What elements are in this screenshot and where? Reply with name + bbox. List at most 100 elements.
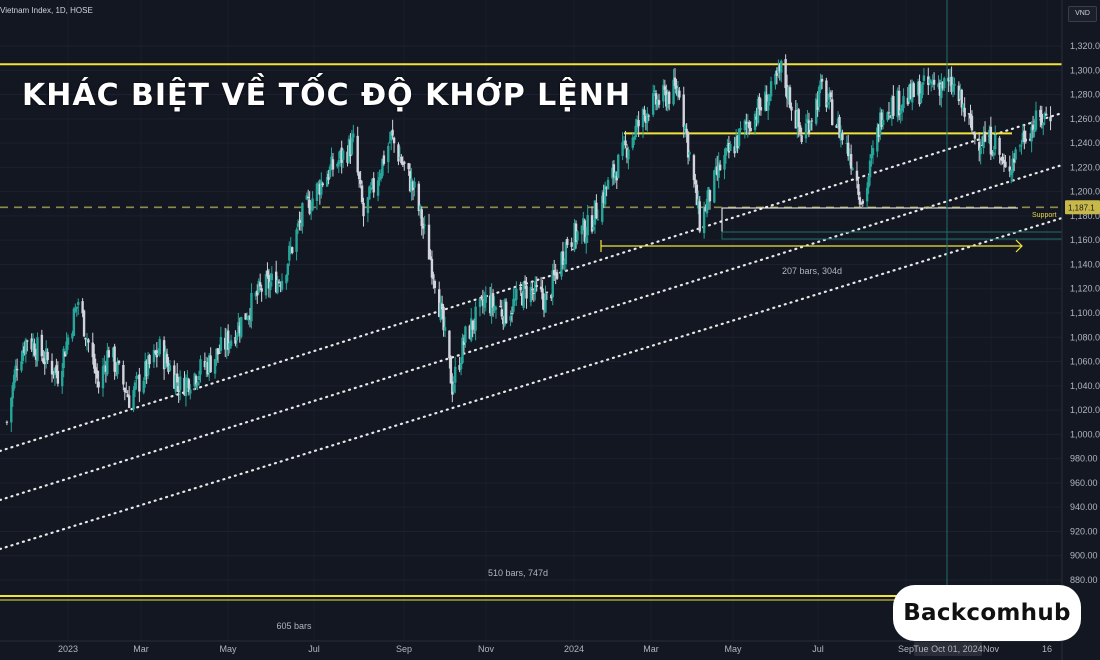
candle-body — [481, 299, 485, 306]
candle-body — [72, 308, 76, 336]
candle-body — [929, 81, 933, 83]
candle-body — [55, 365, 58, 374]
candle-body — [503, 299, 506, 326]
candle-body — [173, 365, 176, 389]
x-tick-label: Nov — [983, 644, 1000, 654]
candle-body — [439, 302, 442, 321]
candle-body — [248, 315, 252, 320]
candle-body — [590, 215, 594, 232]
price-marker-box — [1065, 200, 1100, 215]
candle-body — [11, 385, 14, 399]
candle-body — [132, 390, 135, 410]
candle-body — [152, 349, 156, 363]
candle-body — [186, 377, 189, 381]
candle-body — [662, 84, 665, 102]
candle-body — [806, 119, 809, 123]
candle-body — [471, 320, 474, 330]
candle-body — [908, 84, 911, 102]
candle-body — [627, 149, 630, 160]
candle-body — [704, 206, 707, 212]
candle-body — [870, 153, 873, 159]
price-marker-text: 1,187.1 — [1068, 203, 1095, 212]
candle-body — [880, 112, 883, 127]
candle-body — [356, 135, 359, 173]
candle-body — [999, 157, 1003, 161]
candle-body — [948, 77, 952, 81]
candle-body — [1049, 116, 1052, 122]
candle-body — [21, 349, 25, 361]
candle-body — [296, 223, 300, 227]
candle-body — [12, 374, 16, 389]
candle-body — [378, 177, 381, 180]
candle-body — [673, 77, 677, 86]
candle-body — [839, 132, 843, 141]
candle-body — [960, 89, 963, 108]
candle-body — [576, 231, 579, 241]
candle-body — [858, 197, 862, 205]
y-tick-label: 920.00 — [1070, 526, 1098, 536]
candle-body — [541, 288, 544, 300]
candle-body — [718, 164, 722, 171]
candle-body — [787, 86, 790, 101]
candle-body — [899, 110, 902, 114]
candle-body — [928, 79, 931, 84]
currency-button[interactable]: VND — [1068, 6, 1097, 22]
x-tick-label: Mar — [133, 644, 149, 654]
candle-body — [665, 90, 668, 107]
x-tick-label: Jul — [812, 644, 824, 654]
candle-body — [867, 176, 870, 188]
candle-body — [143, 361, 147, 380]
candle-body — [815, 98, 818, 124]
candle-body — [973, 133, 977, 139]
candle-body — [860, 202, 863, 205]
candle-body — [902, 96, 905, 109]
candle-body — [729, 143, 732, 151]
candle-body — [199, 359, 202, 375]
candle-body — [158, 339, 161, 355]
candle-body — [244, 313, 247, 320]
candle-body — [1039, 109, 1042, 118]
candle-body — [1011, 158, 1014, 173]
candle-body — [644, 115, 648, 123]
y-tick-label: 1,320.00 — [1070, 41, 1100, 51]
candle-body — [135, 376, 138, 380]
candle-body — [535, 284, 538, 287]
candle-body — [330, 156, 333, 170]
candle-body — [327, 173, 330, 180]
candle-body — [931, 82, 934, 85]
candle-body — [580, 225, 584, 235]
candle-body — [593, 200, 597, 225]
y-tick-label: 1,240.00 — [1070, 138, 1100, 148]
candle-body — [104, 365, 108, 372]
y-tick-label: 960.00 — [1070, 478, 1098, 488]
candle-body — [238, 325, 241, 334]
candle-body — [539, 286, 543, 290]
candle-body — [774, 73, 777, 85]
candle-body — [804, 123, 808, 139]
measure-label-3: 605 bars — [276, 621, 312, 631]
candle-body — [847, 142, 850, 157]
candle-body — [407, 163, 410, 170]
candle-body — [831, 99, 834, 126]
candle-body — [31, 341, 35, 351]
candle-body — [483, 300, 486, 308]
candle-body — [264, 274, 268, 296]
candle-body — [379, 173, 383, 180]
candle-body — [389, 131, 393, 141]
candle-body — [980, 145, 984, 147]
candle-body — [896, 90, 899, 118]
candle-body — [45, 348, 48, 362]
x-tick-label: 2023 — [58, 644, 78, 654]
candle-body — [544, 293, 547, 313]
candle-body — [205, 361, 208, 368]
y-tick-label: 1,220.00 — [1070, 162, 1100, 172]
trendlines — [0, 63, 1064, 601]
candle-body — [766, 101, 770, 111]
candle-body — [42, 358, 45, 363]
candle-body — [816, 99, 819, 111]
candle-body — [678, 90, 681, 98]
candle-body — [1001, 156, 1004, 161]
candle-body — [235, 334, 239, 341]
